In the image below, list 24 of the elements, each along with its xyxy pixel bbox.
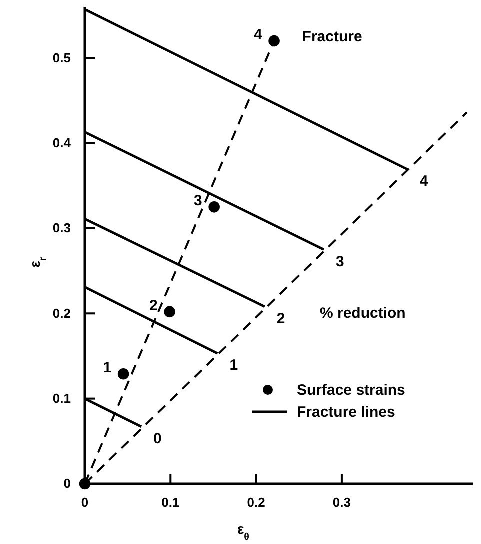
annotation: 3 — [336, 253, 344, 270]
annotation: 1 — [103, 360, 112, 377]
y-tick-label: 0.2 — [52, 306, 71, 321]
y-tick-label: 0.1 — [52, 390, 71, 406]
annotation: 0 — [154, 430, 162, 448]
legend-label: Surface strains — [297, 382, 406, 399]
y-tick-label: 0.5 — [52, 50, 71, 66]
annotation: 1 — [230, 357, 238, 374]
annotation: 4 — [254, 26, 263, 44]
x-tick-label: 0.1 — [162, 495, 180, 510]
annotation: 3 — [194, 192, 202, 210]
legend-label: Fracture lines — [297, 404, 396, 421]
x-tick-label: 0.2 — [247, 495, 266, 510]
annotation: Fracture — [302, 28, 362, 46]
x-tick-label: 0 — [81, 495, 89, 510]
x-axis-title: ε$_{θ}$ — [238, 521, 250, 542]
annotation: % reduction — [320, 305, 406, 322]
annotation: 4 — [420, 173, 429, 190]
annotation: 2 — [276, 310, 286, 328]
x-tick-label: 0.3 — [332, 495, 351, 510]
y-tick-label: 0.3 — [52, 220, 71, 236]
annotation: 2 — [149, 297, 158, 314]
y-tick-label: 0.4 — [52, 135, 72, 150]
y-tick-label: 0 — [64, 476, 71, 492]
